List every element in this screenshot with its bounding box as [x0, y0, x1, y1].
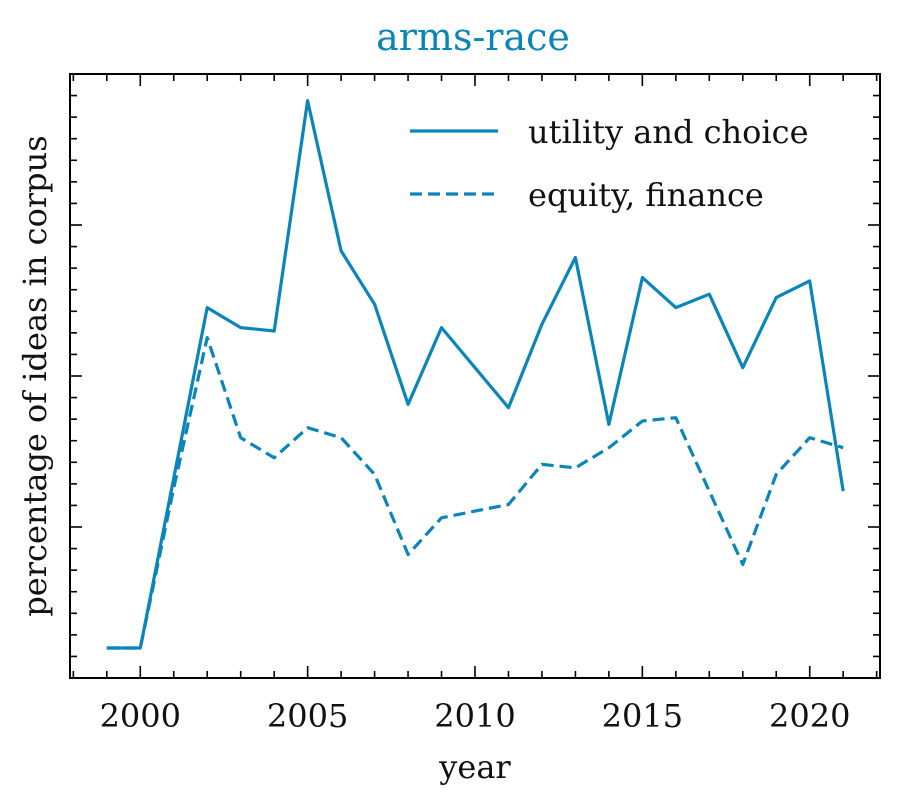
series-layer	[106, 99, 845, 650]
x-tick-label: 2010	[434, 697, 515, 735]
x-tick-label: 2015	[602, 697, 683, 735]
x-tick-label: 2000	[100, 697, 181, 735]
legend-label-utility-and-choice: utility and choice	[528, 113, 809, 151]
series-line-utility-and-choice	[106, 99, 845, 650]
legend: utility and choice equity, finance	[410, 113, 809, 214]
plot-frame	[69, 73, 881, 679]
x-tick-label: 2005	[267, 697, 348, 735]
series-line-equity-finance	[106, 336, 844, 650]
x-tick-label: 2020	[769, 697, 850, 735]
chart-title: arms-race	[376, 15, 570, 59]
tick-layer	[70, 73, 880, 679]
x-axis-label: year	[438, 748, 511, 786]
legend-label-equity-finance: equity, finance	[528, 176, 764, 214]
tick-label-layer: 2000 2005 2010 2015 2020	[100, 697, 851, 735]
y-axis-label: percentage of ideas in corpus	[16, 135, 54, 616]
